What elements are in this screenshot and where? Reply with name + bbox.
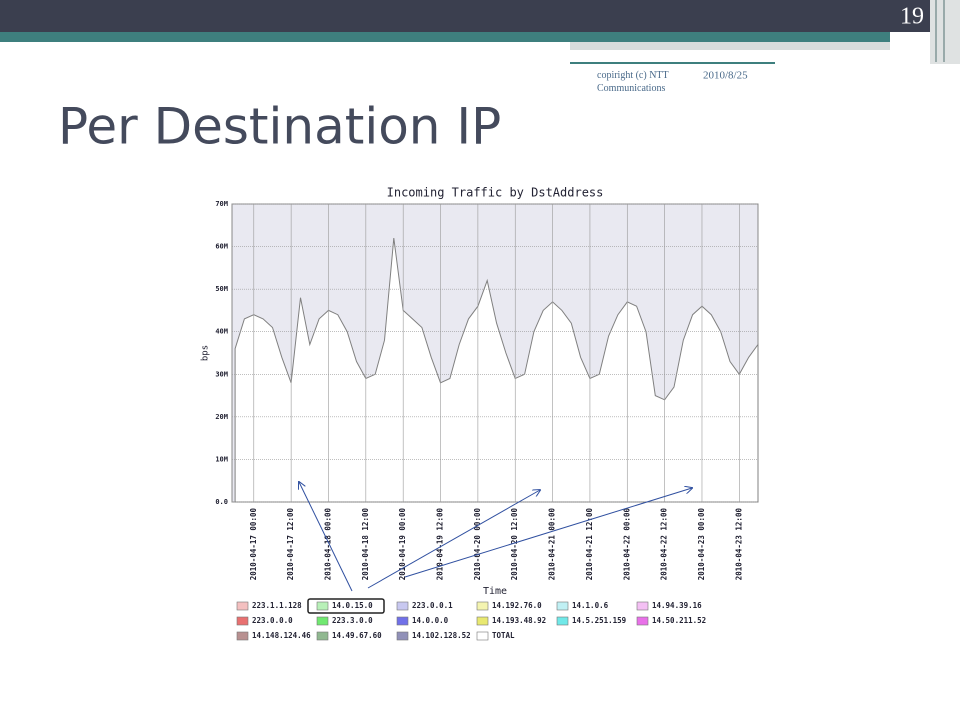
legend-swatch: [636, 616, 649, 626]
x-tick-label: 2010-04-19 12:00: [436, 508, 445, 581]
legend-label: 223.3.0.0: [332, 616, 373, 625]
y-tick-label: 40M: [215, 328, 228, 336]
legend-label: 14.193.48.92: [492, 616, 546, 625]
legend-label: 223.1.1.128: [252, 601, 302, 610]
legend-swatch: [316, 616, 329, 626]
y-tick-label: 20M: [215, 413, 228, 421]
x-tick-label: 2010-04-23 00:00: [697, 508, 706, 581]
legend-label: 223.0.0.0: [252, 616, 293, 625]
footer-date: 2010/8/25: [703, 70, 748, 82]
legend-swatch: [476, 616, 489, 626]
annotations: [299, 482, 692, 614]
x-tick-label: 2010-04-20 12:00: [510, 508, 519, 581]
slide-title: Per Destination IP: [58, 98, 501, 156]
x-tick-label: 2010-04-22 12:00: [660, 508, 669, 581]
legend-label: 223.0.0.1: [412, 601, 453, 610]
x-tick-label: 2010-04-21 00:00: [548, 508, 557, 581]
x-tick-label: 2010-04-19 00:00: [398, 508, 407, 581]
chart-title: Incoming Traffic by DstAddress: [387, 186, 604, 200]
grid: [232, 203, 758, 503]
footer-copyright-text: copiright (c) NTT Communications: [597, 70, 669, 94]
x-tick-label: 2010-04-23 12:00: [734, 508, 743, 581]
legend-swatch: [556, 601, 569, 611]
header-accent: [0, 32, 890, 42]
legend-swatch: [316, 631, 329, 641]
legend-label: 14.0.0.0: [412, 616, 449, 625]
annotation-arrow: [404, 488, 692, 578]
header-accent-light: [570, 42, 890, 50]
chart: Incoming Traffic by DstAddress bps Time 0.0…: [200, 183, 770, 645]
legend-swatch: [556, 616, 569, 626]
legend-label: 14.192.76.0: [492, 601, 542, 610]
legend-label: 14.94.39.16: [652, 601, 702, 610]
legend-swatch: [236, 601, 249, 611]
x-tick-label: 2010-04-17 12:00: [286, 508, 295, 581]
legend-label: 14.50.211.52: [652, 616, 706, 625]
legend-label: 14.0.15.0: [332, 601, 373, 610]
legend-highlight: [307, 598, 385, 614]
legend-swatch: [476, 631, 489, 641]
annotation-arrow: [299, 482, 353, 592]
legend-swatch: [396, 631, 409, 641]
legend-swatch: [476, 601, 489, 611]
legend-swatch: [236, 616, 249, 626]
y-tick-label: 60M: [215, 243, 228, 251]
legend-swatch: [236, 631, 249, 641]
y-tick-label: 30M: [215, 370, 228, 378]
legend-label: TOTAL: [492, 631, 515, 640]
legend-swatch: [396, 616, 409, 626]
x-tick-label: 2010-04-21 12:00: [585, 508, 594, 581]
footer-copyright: copiright (c) NTT Communications: [597, 70, 669, 94]
header-band: [0, 0, 930, 32]
x-axis-label: Time: [483, 586, 507, 597]
y-tick-label: 50M: [215, 285, 228, 293]
x-tick-label: 2010-04-17 00:00: [249, 508, 258, 581]
slide-number: 19: [900, 4, 924, 30]
legend-swatch: [316, 601, 329, 611]
legend-label: 14.102.128.52: [412, 631, 471, 640]
x-tick-label: 2010-04-22 00:00: [622, 508, 631, 581]
x-tick-label: 2010-04-18 00:00: [323, 508, 332, 581]
y-axis-label: bps: [201, 345, 211, 361]
legend-label: 14.5.251.159: [572, 616, 627, 625]
legend-label: 14.148.124.46: [252, 631, 311, 640]
legend-label: 14.1.0.6: [572, 601, 609, 610]
legend-swatch: [396, 601, 409, 611]
legend-label: 14.49.67.60: [332, 631, 382, 640]
x-tick-label: 2010-04-20 00:00: [473, 508, 482, 581]
annotation-arrow: [367, 490, 540, 589]
x-tick-label: 2010-04-18 12:00: [361, 508, 370, 581]
y-tick-label: 0.0: [215, 498, 228, 506]
y-tick-label: 10M: [215, 455, 228, 463]
legend-swatch: [636, 601, 649, 611]
y-tick-label: 70M: [215, 200, 228, 208]
